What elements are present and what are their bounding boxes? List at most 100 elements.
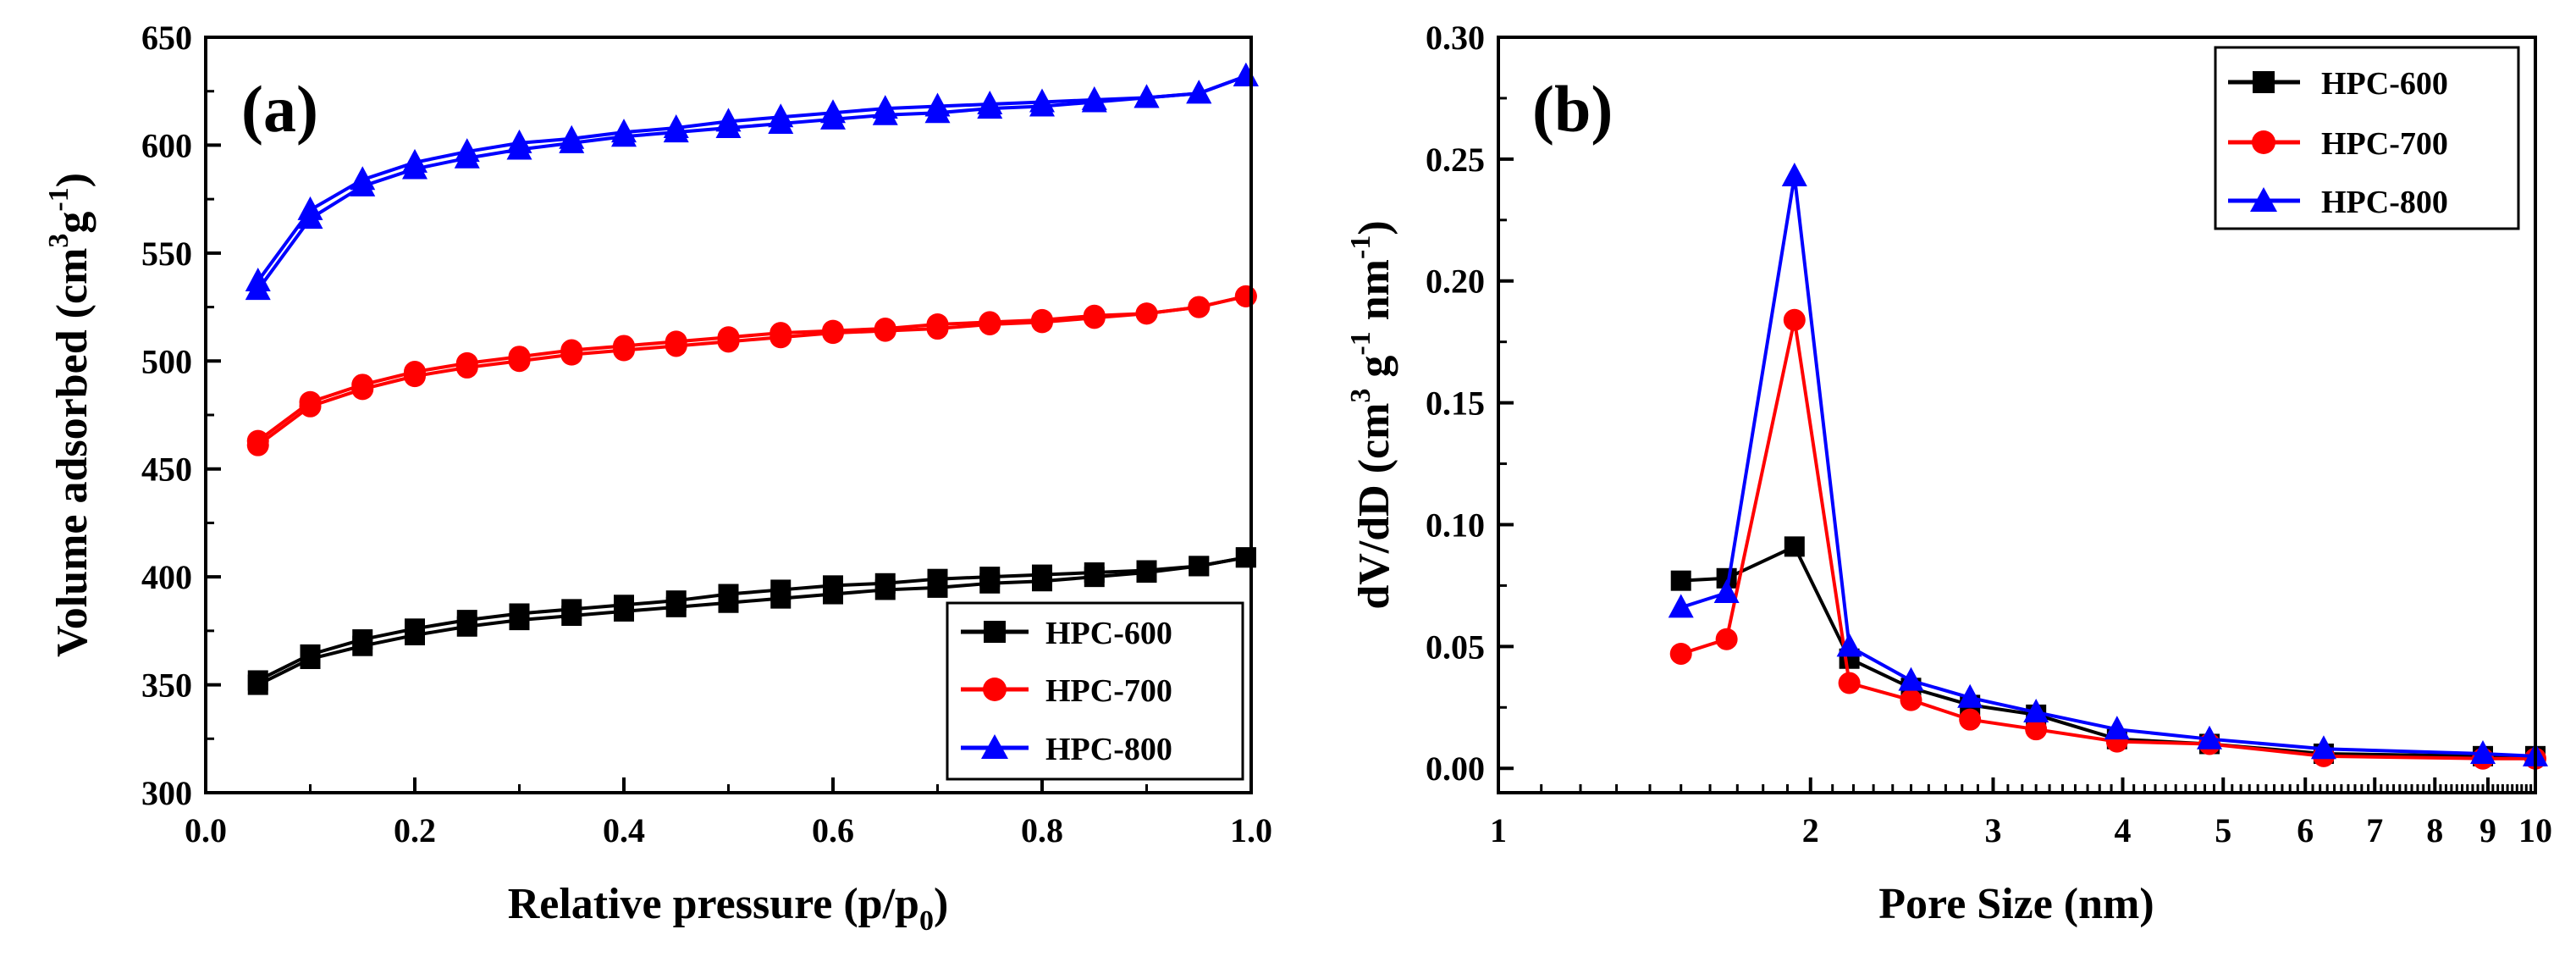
panel-b-series-hpc-700-point bbox=[1669, 642, 1692, 665]
panel-b-y-tick-label: 0.10 bbox=[1426, 506, 1485, 544]
panel-b-series-layer bbox=[1668, 163, 2548, 770]
panel-b-x-tick-label: 2 bbox=[1802, 811, 1819, 849]
panel-a-series-hpc-600-desorption-point bbox=[665, 596, 687, 617]
panel-b-x-tick-label: 10 bbox=[2518, 811, 2552, 849]
panel-b-y-tick-label: 0.20 bbox=[1426, 263, 1485, 301]
panel-a-series-layer bbox=[245, 62, 1259, 695]
panel-a-series-hpc-800-desorption-point bbox=[1233, 62, 1259, 86]
panel-b-series-hpc-800-adsorption-line bbox=[1680, 175, 2536, 758]
panel-a-series-hpc-700-desorption-point bbox=[769, 326, 792, 349]
panel-a-series-hpc-600-desorption-point bbox=[1189, 556, 1210, 577]
panel-a-legend: HPC-600 HPC-700 HPC-800 bbox=[946, 601, 1244, 781]
panel-b-y-tick-labels: 0.00 0.05 0.10 0.15 0.20 0.25 0.30 bbox=[1426, 19, 1485, 788]
panel-a-series-hpc-800-desorption-point bbox=[559, 129, 585, 153]
panel-a-series-hpc-800-desorption-point bbox=[715, 114, 742, 139]
panel-a-series-hpc-800-desorption-point bbox=[454, 144, 480, 169]
panel-b-y-tick-label: 0.05 bbox=[1426, 628, 1485, 666]
panel-a-series-hpc-700-desorption-point bbox=[979, 313, 1001, 335]
panel-a-y-tick-label: 650 bbox=[141, 19, 192, 57]
panel-a-series-hpc-600-desorption-point bbox=[823, 584, 843, 605]
panel-a-series-hpc-700-desorption-point bbox=[246, 434, 269, 456]
legend-b-triangle-marker bbox=[2250, 187, 2277, 212]
panel-b-y-tick-label: 0.30 bbox=[1426, 19, 1485, 57]
panel-b-pore-size-chart: 1 2 3 4 5 6 7 8 9 10 0.00 0.05 0.10 0.15 0.20 0.25 0.30… bbox=[1345, 19, 2552, 928]
legend-a-square-marker bbox=[984, 621, 1006, 643]
panel-a-series-hpc-600-desorption-point bbox=[614, 600, 634, 622]
panel-a-series-hpc-600-desorption-point bbox=[456, 616, 477, 637]
panel-a-series-hpc-700-desorption-point bbox=[508, 350, 531, 373]
panel-b-y-tick-label: 0.15 bbox=[1426, 384, 1485, 423]
legend-a-label-hpc-600: HPC-600 bbox=[1045, 616, 1172, 651]
panel-a-series-hpc-800-desorption-point bbox=[663, 119, 689, 143]
panel-a-series-hpc-800-desorption-point bbox=[924, 99, 951, 124]
panel-b-series-hpc-800-point bbox=[1836, 633, 1862, 657]
panel-b-label: (b) bbox=[1532, 72, 1613, 146]
panel-a-series-hpc-800-desorption-point bbox=[297, 205, 323, 230]
panel-b-x-tick-label: 7 bbox=[2366, 811, 2383, 849]
panel-a-y-tick-label: 350 bbox=[141, 667, 192, 705]
panel-b-x-tick-label: 5 bbox=[2215, 811, 2231, 849]
panel-a-series-hpc-800-desorption-point bbox=[1134, 84, 1160, 108]
panel-a-x-tick-label: 1.0 bbox=[1230, 811, 1272, 849]
panel-a-y-tick-label: 500 bbox=[141, 342, 192, 380]
panel-a-series-hpc-800-desorption-point bbox=[768, 109, 794, 134]
panel-a-series-hpc-800-desorption-point bbox=[1186, 80, 1212, 104]
panel-a-y-tick-label: 450 bbox=[141, 451, 192, 489]
panel-a-series-hpc-600-desorption-point bbox=[509, 610, 530, 631]
panel-b-legend: HPC-600 HPC-700 HPC-800 bbox=[2214, 46, 2520, 230]
panel-b-series-hpc-800-point bbox=[2197, 725, 2223, 750]
panel-a-series-hpc-800-desorption-point bbox=[977, 95, 1003, 119]
panel-b-series-hpc-800-point bbox=[2470, 739, 2496, 764]
panel-a-series-hpc-800-desorption-point bbox=[402, 155, 427, 180]
panel-a-series-hpc-700-desorption-point bbox=[299, 395, 322, 418]
legend-b-square-marker bbox=[2253, 71, 2275, 93]
panel-b-series-hpc-700-point bbox=[1900, 689, 1922, 711]
panel-b-x-tick-labels: 1 2 3 4 5 6 7 8 9 10 bbox=[1490, 811, 2552, 849]
panel-a-y-tick-label: 400 bbox=[141, 558, 192, 596]
panel-b-series-hpc-800-point bbox=[2104, 716, 2130, 740]
panel-a-series-hpc-600-desorption-point bbox=[352, 635, 373, 656]
panel-a-x-tick-labels: 0.0 0.2 0.4 0.6 0.8 1.0 bbox=[185, 811, 1272, 849]
panel-b-x-tick-label: 4 bbox=[2115, 811, 2132, 849]
legend-a-triangle-marker bbox=[981, 734, 1008, 759]
panel-b-y-axis-title: dV/dD (cm3 g-1 nm-1) bbox=[1345, 220, 1398, 609]
panel-a-series-hpc-600-desorption-point bbox=[300, 648, 321, 669]
panel-b-series-hpc-600-point bbox=[1670, 570, 1691, 591]
panel-a-series-hpc-800-adsorption-line bbox=[256, 74, 1247, 283]
panel-a-ticks bbox=[204, 36, 1253, 794]
panel-a-series-hpc-700-desorption-point bbox=[926, 318, 949, 340]
panel-a-series-hpc-700-desorption-point bbox=[455, 356, 478, 379]
panel-a-series-hpc-600-desorption-point bbox=[561, 606, 582, 627]
panel-b-series-hpc-700-point bbox=[1715, 628, 1738, 650]
panel-b-series-hpc-800-point bbox=[1957, 683, 1983, 708]
panel-a-series-hpc-600-desorption-point bbox=[1136, 562, 1157, 584]
panel-b-plot-frame bbox=[1497, 36, 2537, 794]
panel-b-series-hpc-700-adsorption-line bbox=[1680, 319, 2535, 761]
panel-a-series-hpc-600-desorption-point bbox=[718, 592, 739, 613]
panel-b-x-axis-title: Pore Size (nm) bbox=[1878, 880, 2154, 928]
legend-b-label-hpc-700: HPC-700 bbox=[2321, 126, 2448, 162]
panel-b-series-hpc-700-point bbox=[2025, 718, 2048, 741]
panel-a-series-hpc-700-desorption-point bbox=[1135, 302, 1158, 325]
panel-a-x-tick-label: 0.8 bbox=[1021, 811, 1063, 849]
panel-a-series-hpc-700-desorption-point bbox=[351, 378, 374, 401]
panel-a-y-tick-labels: 300 350 400 450 500 550 600 650 bbox=[141, 19, 192, 812]
panel-a-series-hpc-800-desorption-point bbox=[350, 172, 376, 196]
panel-b-y-tick-label: 0.00 bbox=[1426, 750, 1485, 788]
panel-a-series-hpc-700-desorption-point bbox=[1234, 285, 1257, 307]
panel-b-y-tick-label: 0.25 bbox=[1426, 141, 1485, 179]
panel-b-series-hpc-700-point bbox=[1959, 708, 1982, 731]
panel-b-series-hpc-800-point bbox=[2310, 735, 2336, 760]
legend-a-circle-marker bbox=[983, 678, 1007, 701]
panel-a-series-hpc-700-desorption-point bbox=[874, 319, 896, 342]
panel-a-series-hpc-800-desorption-point bbox=[611, 123, 637, 147]
panel-b-series-hpc-700-point bbox=[1838, 672, 1861, 694]
panel-a-series-hpc-600-desorption-point bbox=[770, 588, 792, 609]
panel-a-label: (a) bbox=[241, 72, 318, 146]
panel-a-series-hpc-600-desorption-point bbox=[405, 624, 425, 645]
panel-a-x-axis-title: Relative pressure (p/p0) bbox=[508, 880, 949, 937]
panel-a-x-tick-label: 0.4 bbox=[603, 811, 645, 849]
panel-b-series-hpc-800-point bbox=[1713, 579, 1740, 604]
panel-b-series-hpc-800-point bbox=[1781, 163, 1807, 187]
